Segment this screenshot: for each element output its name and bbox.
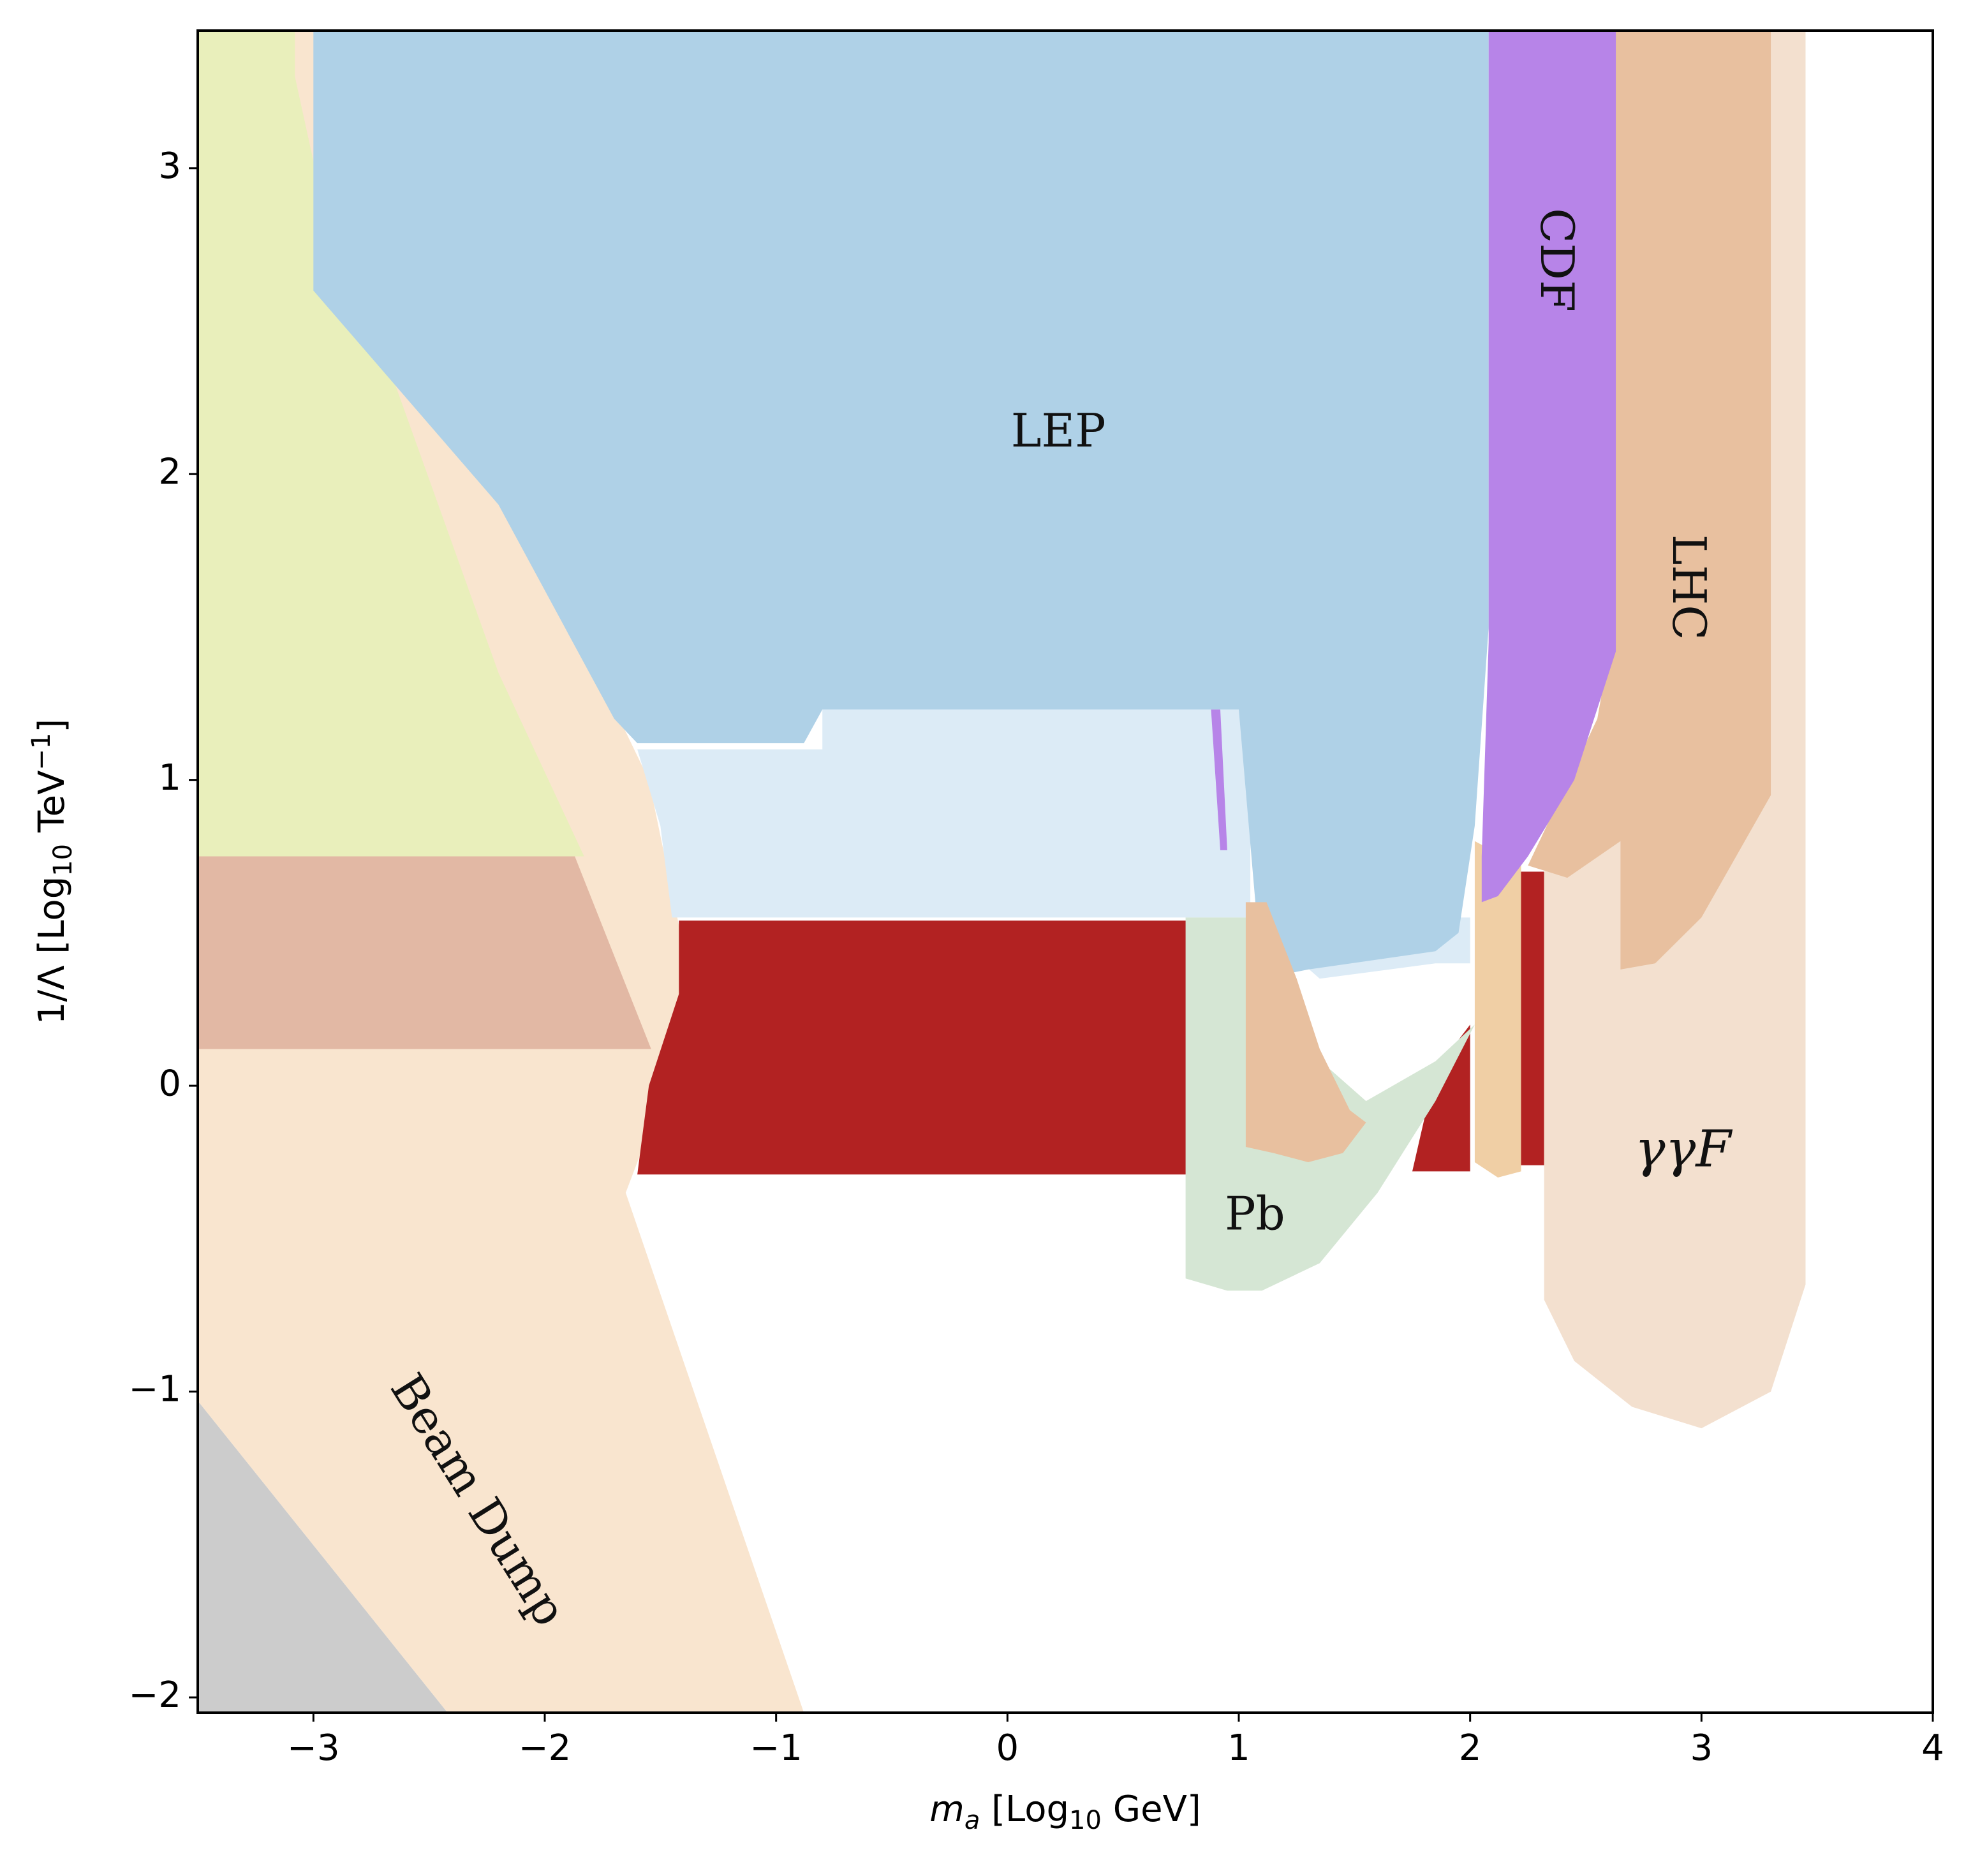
x-axis-label-rest2: GeV] xyxy=(1102,1789,1201,1830)
exclusion-regions xyxy=(198,31,1806,1713)
x-axis-label-rest: [Log xyxy=(980,1789,1069,1830)
lhc-region xyxy=(1528,31,1771,970)
x-tick-label: 1 xyxy=(1227,1727,1250,1769)
region-label-lhc: LHC xyxy=(1662,535,1716,640)
x-axis-label: ma [Log10 GeV] xyxy=(929,1789,1201,1835)
y-tick-label: 2 xyxy=(158,451,181,492)
x-axis-label-main: m xyxy=(929,1789,964,1830)
y-axis-label-rest: TeV xyxy=(31,771,73,844)
y-tick-label: 1 xyxy=(158,757,181,799)
x-tick-label: 2 xyxy=(1459,1727,1482,1769)
y-tick-label: 3 xyxy=(158,145,181,187)
x-axis-label-sub: a xyxy=(964,1806,980,1835)
orange-region-mid xyxy=(1245,902,1366,1162)
region-label-cdf: CDF xyxy=(1530,208,1584,312)
y-tick-label: 0 xyxy=(158,1063,181,1104)
y-tick-label: −1 xyxy=(128,1369,181,1410)
x-tick-label: 3 xyxy=(1690,1727,1713,1769)
red-strip xyxy=(1521,871,1544,1165)
y-axis-label-end: ] xyxy=(31,719,73,733)
cdf-region xyxy=(1481,31,1616,903)
x-tick-label: 0 xyxy=(996,1727,1019,1769)
lep-region xyxy=(313,31,1489,979)
x-axis-label-sub2: 10 xyxy=(1069,1806,1102,1835)
y-tick-label: −2 xyxy=(128,1674,181,1716)
green-region xyxy=(198,31,584,857)
lep-light-region xyxy=(637,709,1470,979)
region-label-γγf: γγF xyxy=(1635,1119,1733,1179)
y-axis-label: 1/Λ [Log10 TeV−1] xyxy=(27,719,78,1024)
x-axis-ticks: −3 −2 −1 0 1 2 3 4 xyxy=(287,1713,1944,1769)
gammagamma-region xyxy=(1544,31,1806,1429)
y-axis-ticks: −2 −1 0 1 2 3 xyxy=(128,145,198,1716)
y-axis-label-sup: −1 xyxy=(27,733,56,771)
y-axis-label-main: 1/Λ [Log xyxy=(31,876,73,1024)
x-tick-label: 4 xyxy=(1921,1727,1944,1769)
region-label-lep: LEP xyxy=(1011,404,1106,457)
x-tick-label: −1 xyxy=(750,1727,802,1769)
region-label-pb: Pb xyxy=(1225,1186,1285,1240)
red-region xyxy=(637,920,1188,1175)
x-tick-label: −2 xyxy=(519,1727,572,1769)
mauve-region xyxy=(198,856,651,1049)
x-tick-label: −3 xyxy=(287,1727,340,1769)
plot-frame xyxy=(196,29,1934,1714)
y-axis-label-sub: 10 xyxy=(48,844,78,876)
orange-strips xyxy=(1474,841,1521,1178)
cdf-sliver xyxy=(1211,709,1227,850)
